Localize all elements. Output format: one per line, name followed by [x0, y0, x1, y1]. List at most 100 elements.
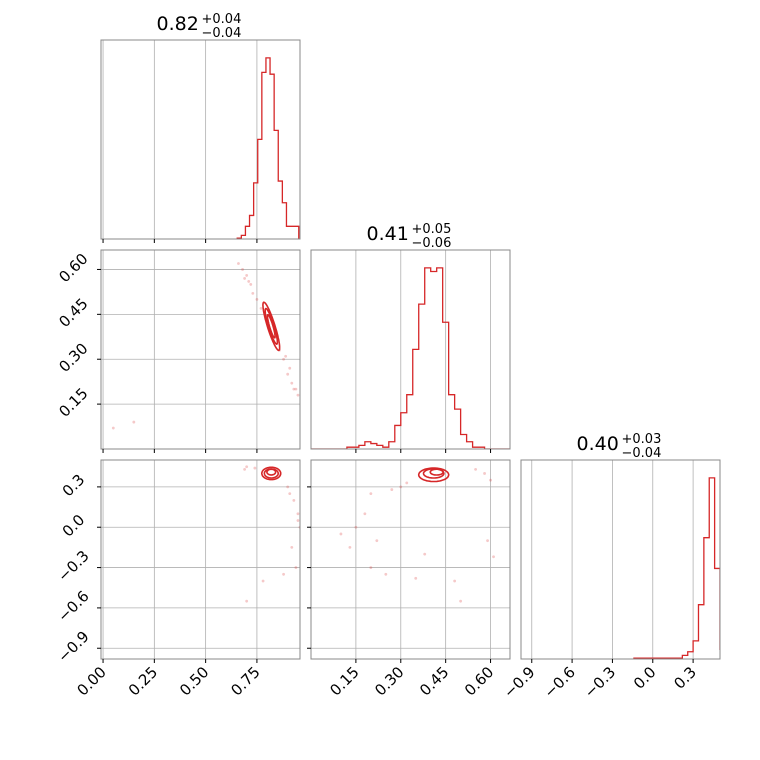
sample-point [354, 525, 358, 529]
histogram-title-lower-error: −0.06 [412, 236, 452, 251]
sample-point [290, 545, 294, 549]
histogram-panel-2-plot-area [531, 460, 720, 659]
sample-point [245, 599, 249, 603]
sample-point [288, 492, 292, 496]
x-tick-label: 0.3 [670, 663, 700, 693]
x-tick-label: 0.60 [461, 663, 497, 699]
sample-point [348, 545, 352, 549]
sample-point [384, 572, 388, 576]
sample-point [245, 274, 249, 277]
x-tick-label: 0.25 [125, 663, 161, 699]
sample-point [292, 387, 296, 391]
density-contour [261, 466, 282, 481]
sample-point [261, 579, 265, 583]
histogram-title-upper-error: +0.05 [412, 222, 452, 237]
sample-point [237, 262, 240, 265]
density-contour [264, 307, 279, 345]
histogram-step-line [633, 477, 720, 659]
axes-frame [310, 459, 511, 660]
y-tick-label: 0.3 [59, 471, 89, 501]
sample-point [414, 576, 418, 580]
sample-point [296, 393, 300, 397]
y-tick-label: 0.30 [55, 340, 91, 376]
sample-point [284, 354, 288, 358]
axes-frame [310, 249, 511, 450]
histogram-title-lower-error: −0.04 [622, 446, 662, 461]
axes-frame [100, 39, 301, 240]
x-tick-label: 0.50 [176, 663, 212, 699]
sample-point [251, 291, 255, 295]
sample-point [369, 566, 373, 569]
density-contour [263, 468, 279, 479]
sample-point [296, 512, 300, 516]
x-tick-label: 0.30 [371, 663, 407, 699]
sample-point [245, 465, 249, 469]
x-tick-label: 0.0 [630, 663, 660, 693]
histogram-panel-0: 0.82 +0.04−0.04 [100, 12, 301, 243]
histogram-step-line [311, 267, 510, 449]
sample-point [259, 306, 263, 310]
sample-point [286, 485, 290, 489]
x-tick-label: 0.15 [326, 663, 362, 699]
sample-point [474, 468, 477, 471]
histogram-title-upper-error: +0.04 [202, 12, 242, 27]
sample-point [132, 420, 136, 424]
sample-point [294, 566, 298, 569]
y-tick-label: 0.60 [55, 250, 91, 286]
density-contour [417, 467, 450, 483]
sample-point [486, 539, 489, 543]
density-contour [266, 468, 277, 476]
y-tick-label: 0.15 [55, 384, 91, 420]
sample-point [294, 387, 298, 391]
axes-frame [100, 249, 301, 450]
sample-point [243, 468, 247, 471]
x-tick-label: −0.9 [500, 663, 538, 701]
sample-point [290, 381, 294, 385]
density-contour [429, 468, 444, 476]
y-tick-label: 0.45 [55, 295, 91, 331]
x-tick-label: −0.6 [540, 663, 578, 701]
sample-point [339, 532, 343, 536]
sample-point [489, 478, 492, 482]
histogram-panel-1-plot-area [311, 250, 510, 449]
sample-point [241, 268, 244, 271]
sample-point [253, 466, 257, 470]
density-contour [266, 314, 276, 339]
sample-point [399, 485, 403, 489]
histogram-title-upper-error: +0.03 [622, 432, 662, 447]
y-tick-label: −0.3 [54, 547, 92, 585]
sample-point [292, 498, 296, 502]
sample-point [363, 512, 367, 516]
histogram-panel-1: 0.41 +0.05−0.06 [310, 222, 511, 453]
sample-point [405, 481, 409, 485]
scatter-panel-0-plot-area [101, 250, 300, 449]
sample-point [375, 539, 379, 543]
histogram-title-value: 0.41 [367, 223, 409, 245]
sample-point [282, 572, 285, 576]
x-tick-label: 0.45 [416, 663, 452, 699]
axes-layer: 0.82 +0.04−0.040.41 +0.05−0.06−0.9 −0.6 −0.3… [54, 12, 721, 702]
sample-point [243, 277, 247, 280]
x-tick-label: 0.75 [227, 663, 263, 699]
histogram-title-lower-error: −0.04 [202, 26, 242, 41]
sample-point [296, 519, 300, 522]
histogram-panel-2: −0.9 −0.6 −0.3 0.0 0.3 0.40 +0.03−0.04 [500, 432, 721, 702]
sample-point [247, 280, 251, 283]
sample-point [492, 555, 495, 559]
scatter-panel-1-plot-area [101, 460, 300, 659]
y-tick-label: −0.9 [54, 627, 92, 665]
x-tick-label: 0.00 [74, 663, 110, 699]
axes-frame [100, 459, 301, 660]
sample-point [111, 426, 115, 430]
sample-point [459, 599, 463, 603]
sample-point [255, 297, 259, 301]
sample-point [288, 366, 292, 370]
sample-point [282, 357, 285, 361]
sample-point [423, 552, 427, 556]
sample-point [390, 488, 394, 491]
x-tick-label: −0.3 [581, 663, 619, 701]
scatter-panel-2-plot-area [311, 460, 510, 659]
sample-point [286, 372, 290, 376]
scatter-panel-0: 0.15 0.30 0.45 0.60 [55, 249, 301, 453]
